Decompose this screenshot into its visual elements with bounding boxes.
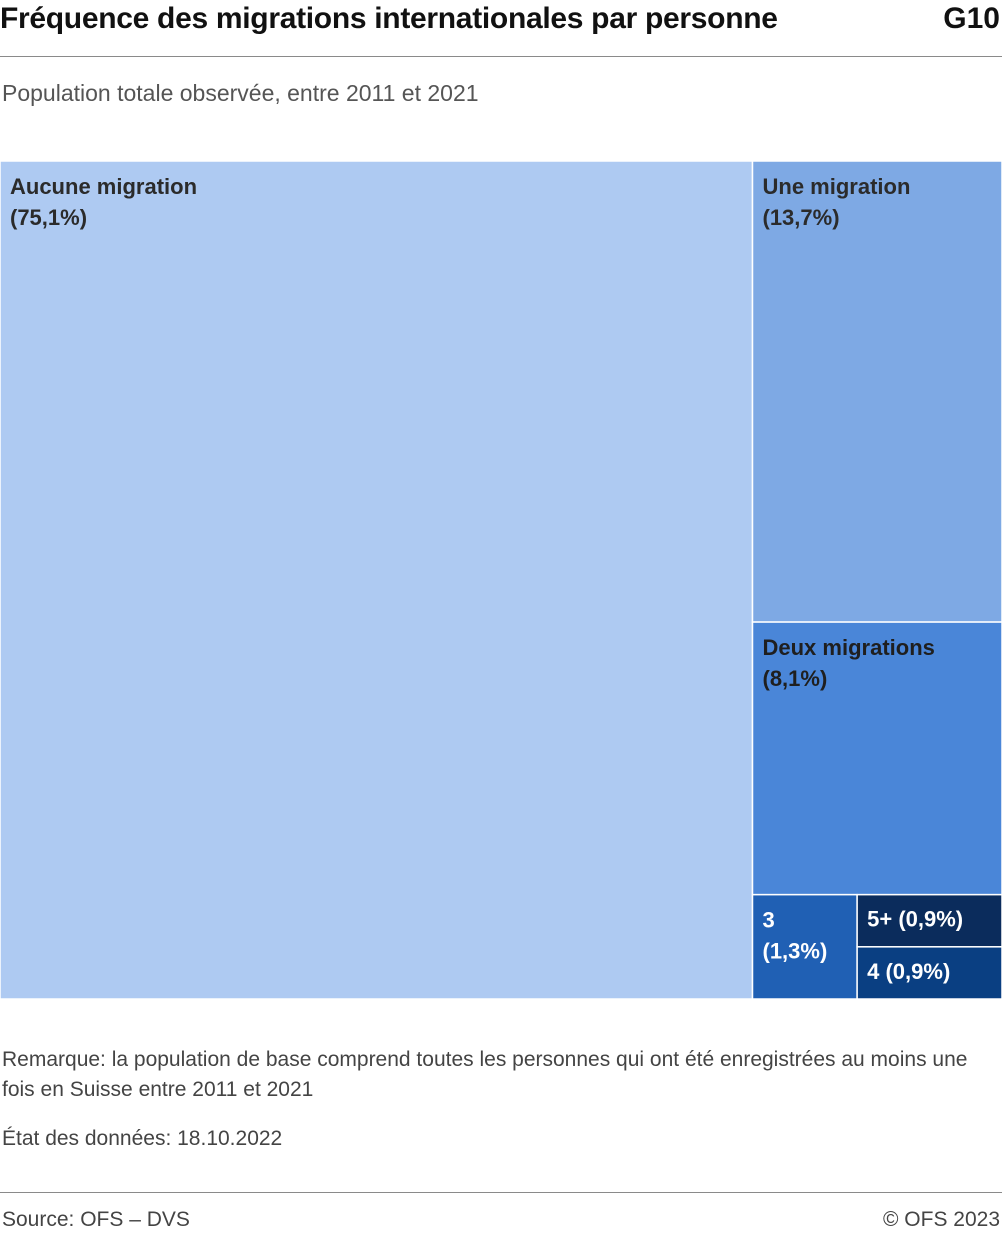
treemap-tile-aucune-migration <box>0 161 754 999</box>
treemap-tile-deux-migrations <box>751 621 1002 896</box>
treemap-tile-trois-migrations <box>751 893 858 999</box>
graphic-number: G10 <box>943 2 1000 35</box>
treemap-label-trois-migrations-percent: (1,3%) <box>763 939 828 964</box>
treemap-label-quatre-migrations-name: 4 (0,9%) <box>867 959 950 984</box>
footer-divider <box>0 1192 1002 1193</box>
chart-title: Fréquence des migrations internationales… <box>0 2 778 35</box>
treemap-label-aucune-migration-name: Aucune migration <box>10 174 197 199</box>
data-status-note: État des données: 18.10.2022 <box>2 1127 283 1150</box>
header-divider <box>0 56 1002 57</box>
treemap-label-une-migration-name: Une migration <box>763 174 911 199</box>
source-text: Source: OFS – DVS <box>2 1208 190 1231</box>
treemap-tile-quatre-migrations <box>856 946 1002 999</box>
treemap-label-aucune-migration-percent: (75,1%) <box>10 205 87 230</box>
treemap-label-cinq-plus-migrations-name: 5+ (0,9%) <box>867 907 963 932</box>
chart-subtitle: Population totale observée, entre 2011 e… <box>2 80 479 106</box>
treemap-chart: Aucune migration (75,1%) Une migration (13,… <box>0 161 1002 999</box>
treemap-label-deux-migrations-name: Deux migrations <box>763 635 935 660</box>
remark-note: Remarque: la population de base comprend… <box>2 1048 968 1101</box>
copyright-text: © OFS 2023 <box>882 1208 1000 1231</box>
treemap-label-deux-migrations-percent: (8,1%) <box>763 666 828 691</box>
treemap-tile-une-migration <box>751 161 1002 623</box>
treemap-label-trois-migrations-name: 3 <box>763 908 775 933</box>
treemap-label-une-migration-percent: (13,7%) <box>763 205 840 230</box>
treemap-tile-cinq-plus-migrations <box>856 893 1002 948</box>
